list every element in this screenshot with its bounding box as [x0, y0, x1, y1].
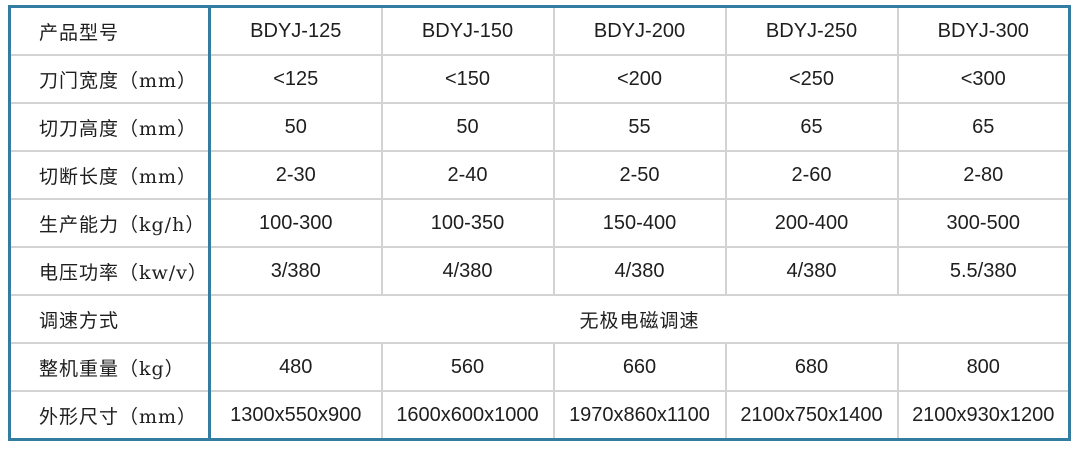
model-header: BDYJ-150: [380, 5, 555, 56]
model-header: BDYJ-300: [896, 5, 1071, 56]
cell-value: <200: [552, 54, 727, 104]
row-label-voltage-power: 电压功率（kw/v）: [8, 246, 211, 296]
row-label-machine-weight: 整机重量（kg）: [8, 342, 211, 392]
table-row: 生产能力（kg/h） 100-300 100-350 150-400 200-4…: [8, 198, 1071, 248]
cell-value: 2100x930x1200: [896, 390, 1071, 441]
row-label-blade-gate-width: 刀门宽度（mm）: [8, 54, 211, 104]
table-row: 调速方式 无极电磁调速: [8, 294, 1071, 344]
cell-value: 55: [552, 102, 727, 152]
table-row: 电压功率（kw/v） 3/380 4/380 4/380 4/380 5.5/3…: [8, 246, 1071, 296]
cell-value: 680: [724, 342, 899, 392]
table-header-row: 产品型号 BDYJ-125 BDYJ-150 BDYJ-200 BDYJ-250…: [8, 5, 1071, 56]
row-label-overall-dimensions: 外形尺寸（mm）: [8, 390, 211, 441]
cell-value: 4/380: [380, 246, 555, 296]
cell-value: 50: [208, 102, 383, 152]
cell-value: 3/380: [208, 246, 383, 296]
cell-value: 480: [208, 342, 383, 392]
table-row: 外形尺寸（mm） 1300x550x900 1600x600x1000 1970…: [8, 390, 1071, 441]
cell-value: 800: [896, 342, 1071, 392]
cell-value: 65: [724, 102, 899, 152]
cell-value: 2-80: [896, 150, 1071, 200]
row-label-speed-regulation: 调速方式: [8, 294, 211, 344]
cell-value: <125: [208, 54, 383, 104]
cell-value: 5.5/380: [896, 246, 1071, 296]
cell-value: 300-500: [896, 198, 1071, 248]
row-label-cutter-height: 切刀高度（mm）: [8, 102, 211, 152]
cell-value: 150-400: [552, 198, 727, 248]
cell-value: 660: [552, 342, 727, 392]
model-header: BDYJ-250: [724, 5, 899, 56]
cell-value: 100-350: [380, 198, 555, 248]
cell-value: 4/380: [724, 246, 899, 296]
row-label-cut-length: 切断长度（mm）: [8, 150, 211, 200]
table-row: 切断长度（mm） 2-30 2-40 2-50 2-60 2-80: [8, 150, 1071, 200]
merged-value-cell: 无极电磁调速: [208, 294, 1071, 344]
cell-value: 2-40: [380, 150, 555, 200]
model-header: BDYJ-125: [208, 5, 383, 56]
table-row: 刀门宽度（mm） <125 <150 <200 <250 <300: [8, 54, 1071, 104]
table-row: 整机重量（kg） 480 560 660 680 800: [8, 342, 1071, 392]
cell-value: 2100x750x1400: [724, 390, 899, 441]
cell-value: 4/380: [552, 246, 727, 296]
cell-value: 1600x600x1000: [380, 390, 555, 441]
cell-value: <300: [896, 54, 1071, 104]
table-row: 切刀高度（mm） 50 50 55 65 65: [8, 102, 1071, 152]
cell-value: 2-50: [552, 150, 727, 200]
row-label-production-capacity: 生产能力（kg/h）: [8, 198, 211, 248]
cell-value: <150: [380, 54, 555, 104]
product-spec-table: 产品型号 BDYJ-125 BDYJ-150 BDYJ-200 BDYJ-250…: [8, 5, 1071, 441]
cell-value: 200-400: [724, 198, 899, 248]
cell-value: 2-60: [724, 150, 899, 200]
cell-value: 65: [896, 102, 1071, 152]
cell-value: <250: [724, 54, 899, 104]
cell-value: 100-300: [208, 198, 383, 248]
row-label-product-model: 产品型号: [8, 5, 211, 56]
cell-value: 1970x860x1100: [552, 390, 727, 441]
cell-value: 560: [380, 342, 555, 392]
cell-value: 2-30: [208, 150, 383, 200]
cell-value: 1300x550x900: [208, 390, 383, 441]
model-header: BDYJ-200: [552, 5, 727, 56]
cell-value: 50: [380, 102, 555, 152]
